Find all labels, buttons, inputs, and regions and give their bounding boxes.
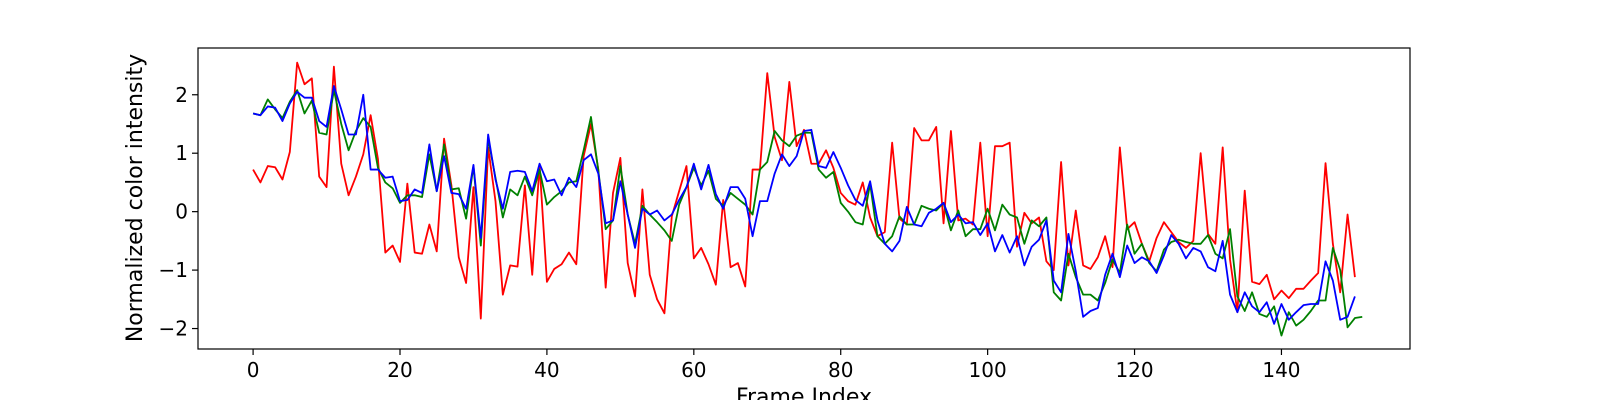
y-tick-label: −2 xyxy=(159,317,188,341)
x-axis: 0 20 40 60 80 100 120 140 xyxy=(247,349,1301,382)
x-tick-label: 80 xyxy=(828,358,853,382)
y-tick-label: 1 xyxy=(175,141,188,165)
x-tick-label: 0 xyxy=(247,358,260,382)
series-line-0 xyxy=(252,61,1356,320)
y-tick-label: 0 xyxy=(175,200,188,224)
x-tick-label: 20 xyxy=(387,358,412,382)
plot-frame xyxy=(197,47,1411,350)
series-line-2 xyxy=(252,85,1356,325)
x-tick-label: 140 xyxy=(1262,358,1300,382)
x-tick-label: 60 xyxy=(681,358,706,382)
series-lines xyxy=(252,61,1363,337)
x-tick-label: 120 xyxy=(1115,358,1153,382)
y-tick-label: −1 xyxy=(159,258,188,282)
y-tick-label: 2 xyxy=(175,83,188,107)
x-axis-label: Frame Index xyxy=(736,385,872,400)
x-tick-label: 100 xyxy=(969,358,1007,382)
y-axis: −2 −1 0 1 2 xyxy=(159,83,198,341)
y-axis-label: Normalized color intensity xyxy=(123,54,148,342)
x-tick-label: 40 xyxy=(534,358,559,382)
